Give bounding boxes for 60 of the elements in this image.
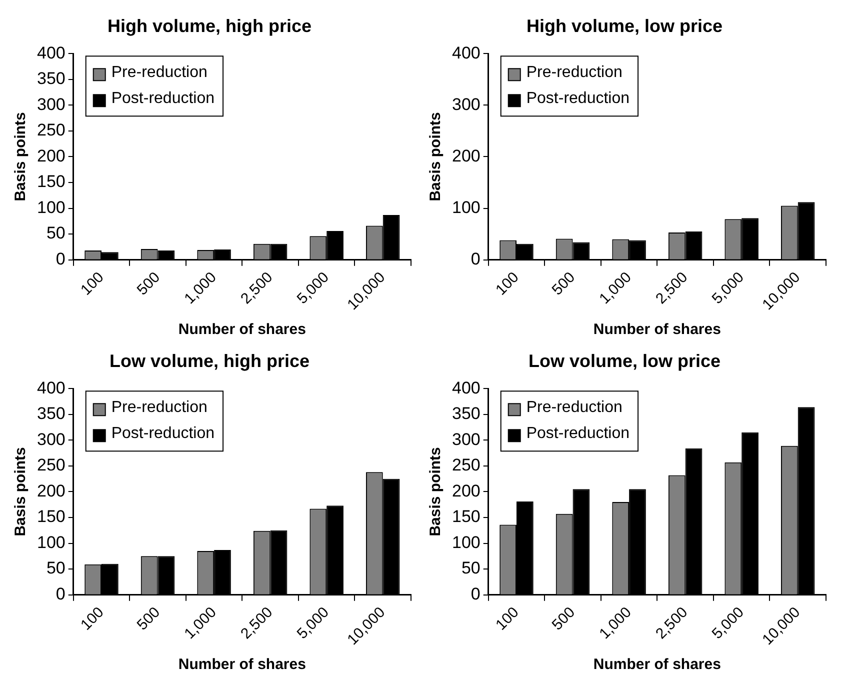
legend-label: Pre-reduction [526, 64, 622, 82]
y-axis-title: Basis points [12, 447, 30, 536]
y-tick-label: 100 [36, 198, 66, 217]
x-axis-title: Number of shares [593, 656, 721, 674]
y-tick-label: 250 [36, 456, 66, 475]
y-tick-label: 400 [36, 378, 66, 398]
y-tick-label: 100 [452, 198, 480, 217]
y-axis-title: Basis points [12, 112, 30, 202]
y-tick-label: 350 [452, 404, 480, 424]
legend-label: Pre-reduction [526, 399, 622, 416]
chart-title: High volume, low price [526, 16, 723, 36]
y-tick-label: 250 [36, 120, 66, 140]
x-tick-label: 100 [492, 604, 522, 634]
y-tick-label: 0 [470, 584, 480, 604]
legend-label: Post-reduction [111, 90, 215, 108]
y-tick-label: 0 [470, 250, 480, 269]
x-tick-label: 500 [134, 268, 164, 299]
y-tick-label: 300 [452, 430, 480, 449]
legend-label: Pre-reduction [111, 399, 208, 416]
y-tick-label: 200 [36, 481, 66, 500]
y-tick-label: 350 [36, 404, 66, 424]
x-axis-title: Number of shares [178, 656, 306, 674]
chart-title: Low volume, high price [109, 350, 310, 371]
y-tick-label: 200 [452, 146, 480, 166]
y-tick-label: 300 [36, 430, 66, 449]
y-tick-label: 350 [36, 69, 66, 88]
x-axis-title: Number of shares [178, 321, 306, 338]
y-tick-label: 100 [452, 532, 480, 552]
y-axis-title: Basis points [427, 112, 444, 202]
y-tick-label: 50 [46, 224, 66, 243]
chart-title: High volume, high price [107, 16, 312, 36]
y-tick-label: 150 [36, 172, 66, 192]
y-tick-label: 200 [36, 146, 66, 166]
y-tick-label: 50 [46, 558, 66, 578]
x-tick-label: 100 [492, 268, 522, 299]
x-tick-label: 500 [548, 604, 579, 634]
chart-title: Low volume, low price [528, 350, 721, 371]
x-tick-label: 500 [548, 268, 579, 299]
y-tick-label: 100 [36, 532, 66, 552]
y-tick-label: 400 [452, 378, 480, 398]
y-tick-label: 50 [461, 558, 480, 578]
y-tick-label: 400 [452, 43, 480, 62]
x-tick-label: 100 [78, 268, 108, 299]
legend-label: Post-reduction [111, 425, 215, 442]
y-tick-label: 400 [36, 43, 66, 62]
y-tick-label: 250 [452, 456, 480, 475]
x-tick-label: 100 [78, 604, 108, 634]
legend-label: Pre-reduction [111, 64, 208, 82]
y-axis-title: Basis points [427, 447, 444, 536]
y-tick-label: 150 [36, 507, 66, 526]
x-tick-label: 500 [134, 604, 164, 634]
y-tick-label: 300 [36, 94, 66, 114]
y-tick-label: 150 [452, 507, 480, 526]
y-tick-label: 0 [56, 584, 66, 604]
x-axis-title: Number of shares [593, 321, 721, 338]
legend-label: Post-reduction [526, 90, 630, 108]
y-tick-label: 300 [452, 94, 480, 114]
legend-label: Post-reduction [526, 425, 630, 442]
y-tick-label: 0 [56, 250, 66, 269]
y-tick-label: 200 [452, 481, 480, 500]
